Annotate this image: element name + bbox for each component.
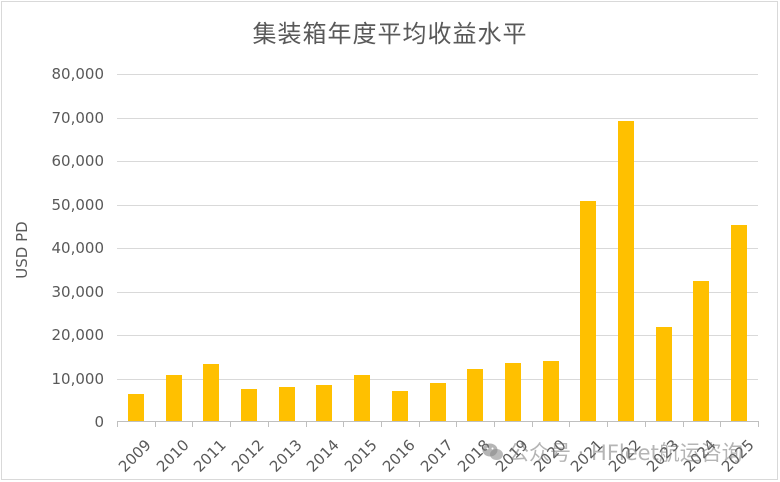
x-tick [380, 421, 382, 427]
x-tick [494, 421, 496, 427]
bar-2019 [504, 362, 521, 422]
x-tick [569, 421, 571, 427]
x-tick [418, 421, 420, 427]
y-tick-label: 40,000 [51, 239, 105, 257]
wechat-icon [482, 442, 504, 462]
gridline [117, 335, 758, 336]
bar-2018 [467, 368, 484, 422]
x-tick [343, 421, 345, 427]
plot-area [117, 74, 758, 422]
bar-2011 [203, 363, 220, 422]
bar-2023 [655, 326, 672, 422]
x-tick [720, 421, 722, 427]
bar-2012 [240, 389, 257, 422]
y-tick-label: 60,000 [51, 152, 105, 170]
x-tick [456, 421, 458, 427]
watermark-text: 公众号 · HFleet航运咨询 [508, 441, 743, 465]
gridline [117, 161, 758, 162]
x-tick [154, 421, 156, 427]
y-tick-label: 50,000 [51, 195, 105, 214]
gridline [117, 74, 758, 75]
bar-2024 [693, 280, 710, 422]
x-tick [267, 421, 269, 427]
bar-2025 [731, 224, 748, 422]
x-tick [758, 421, 759, 427]
bar-2010 [165, 374, 182, 422]
y-tick-label: 0 [94, 413, 104, 431]
gridline [117, 204, 758, 206]
bar-2016 [391, 391, 408, 422]
gridline [117, 248, 758, 249]
chart-title: 集装箱年度平均收益水平 [252, 20, 528, 48]
gridline [117, 378, 758, 380]
y-axis-title: USD PD [13, 221, 31, 279]
bar-2022 [618, 121, 635, 422]
x-tick [607, 421, 609, 427]
bar-2009 [127, 394, 144, 422]
x-tick [531, 421, 533, 427]
bar-2014 [316, 384, 333, 422]
x-tick [682, 421, 684, 427]
x-tick [192, 421, 194, 427]
watermark: 公众号 · HFleet航运咨询 [482, 437, 743, 467]
gridline [117, 117, 758, 119]
bar-2017 [429, 382, 446, 422]
bar-2015 [354, 375, 371, 422]
y-tick-label: 80,000 [51, 65, 105, 83]
bar-2020 [542, 361, 559, 422]
x-tick [230, 421, 232, 427]
x-tick [305, 421, 307, 427]
y-tick-label: 70,000 [51, 108, 105, 127]
y-tick-label: 10,000 [51, 369, 105, 388]
x-tick [644, 421, 646, 427]
x-tick [117, 421, 118, 427]
bar-2013 [278, 387, 295, 422]
y-tick-label: 20,000 [51, 326, 105, 344]
bar-2021 [580, 201, 597, 422]
gridline [117, 291, 758, 293]
x-axis-line [117, 421, 758, 422]
y-tick-label: 30,000 [51, 282, 105, 301]
